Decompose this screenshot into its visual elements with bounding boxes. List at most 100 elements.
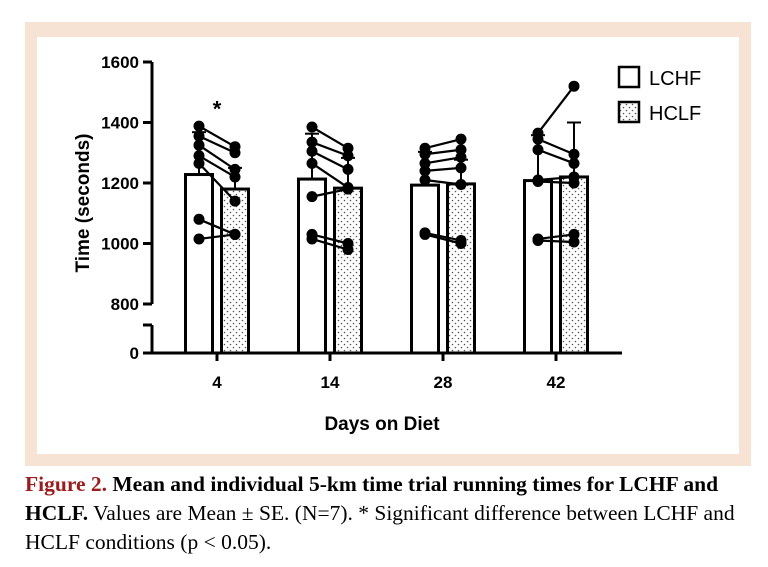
- individual-line: [198, 162, 236, 202]
- individual-line: [537, 239, 575, 244]
- individual-point-hclf: [342, 163, 354, 175]
- individual-line: [537, 138, 575, 156]
- individual-point-hclf: [568, 236, 580, 248]
- individual-point-lchf: [532, 234, 544, 246]
- plot-panel: 0 800 1000 1200 1400 1600 4 14 28 42 Days on Diet T…: [37, 37, 739, 454]
- x-axis-title: Days on Diet: [324, 414, 440, 435]
- individual-line: [424, 166, 462, 172]
- individual-point-lchf: [193, 233, 205, 245]
- individual-line: [311, 126, 349, 150]
- individual-point-hclf: [455, 133, 467, 145]
- individual-point-lchf: [306, 191, 318, 203]
- individual-point-lchf: [306, 121, 318, 133]
- individual-point-hclf: [229, 163, 241, 175]
- individual-line: [424, 138, 462, 150]
- individual-point-hclf: [455, 151, 467, 163]
- individual-point-lchf: [306, 233, 318, 245]
- legend-swatch-lchf: [617, 65, 641, 89]
- individual-point-lchf: [193, 150, 205, 162]
- legend-swatch-hclf: [617, 100, 641, 124]
- figure-label: Figure 2.: [25, 472, 108, 496]
- x-tick-label: 14: [321, 373, 340, 392]
- individual-point-hclf: [229, 228, 241, 240]
- individual-line: [424, 156, 462, 165]
- individual-line: [311, 150, 349, 171]
- individual-point-lchf: [419, 228, 431, 240]
- y-tick-label: 1400: [101, 114, 139, 133]
- legend-label-lchf: LCHF: [649, 68, 701, 90]
- figure-title: Mean and individual 5-km time trial runn…: [25, 472, 719, 525]
- bar-hclf-42: [559, 175, 589, 355]
- significance-asterisk: *: [213, 96, 222, 121]
- individual-point-lchf: [306, 157, 318, 169]
- individual-point-hclf: [568, 157, 580, 169]
- individual-line: [198, 125, 236, 148]
- x-tick-label: 28: [434, 373, 453, 392]
- bar-hclf-14: [333, 186, 363, 355]
- individual-point-hclf: [229, 171, 241, 183]
- bar-lchf-14: [297, 177, 327, 355]
- individual-point-lchf: [419, 157, 431, 169]
- y-axis-title: Time (seconds): [73, 133, 94, 272]
- individual-point-lchf: [193, 139, 205, 151]
- individual-line: [311, 187, 349, 198]
- individual-point-hclf: [342, 150, 354, 162]
- y-tick-label: 800: [111, 295, 139, 314]
- figure-caption: Figure 2. Mean and individual 5-km time …: [25, 470, 751, 557]
- individual-point-lchf: [306, 136, 318, 148]
- individual-point-hclf: [568, 148, 580, 160]
- individual-point-lchf: [419, 165, 431, 177]
- bar-lchf-4: [184, 173, 214, 355]
- individual-point-hclf: [568, 228, 580, 240]
- bar-hclf-4: [220, 187, 250, 355]
- x-tick-label: 42: [547, 373, 566, 392]
- individual-line: [537, 175, 575, 182]
- individual-line: [198, 233, 236, 241]
- individual-point-lchf: [193, 130, 205, 142]
- individual-line: [198, 154, 236, 178]
- individual-line: [424, 178, 462, 186]
- figure-caption-text: Values are Mean ± SE. (N=7). * Significa…: [25, 501, 735, 554]
- bar-hclf-28: [446, 182, 476, 355]
- individual-point-hclf: [455, 144, 467, 156]
- individual-point-hclf: [568, 80, 580, 92]
- individual-point-hclf: [455, 162, 467, 174]
- individual-point-lchf: [532, 133, 544, 145]
- individual-point-hclf: [342, 183, 354, 195]
- individual-point-lchf: [193, 213, 205, 225]
- figure-frame: 0 800 1000 1200 1400 1600 4 14 28 42 Days on Diet T…: [25, 22, 751, 466]
- individual-point-lchf: [419, 148, 431, 160]
- individual-point-lchf: [532, 144, 544, 156]
- y-tick-label: 1000: [101, 235, 139, 254]
- individual-line: [537, 148, 575, 165]
- individual-line: [424, 148, 462, 156]
- individual-point-hclf: [342, 244, 354, 256]
- x-tick-label: 4: [212, 373, 222, 392]
- individual-line: [537, 233, 575, 241]
- individual-line: [537, 85, 575, 134]
- individual-line: [537, 180, 575, 185]
- individual-point-lchf: [193, 157, 205, 169]
- individual-point-hclf: [568, 177, 580, 189]
- individual-point-lchf: [532, 175, 544, 187]
- y-tick-label: 1200: [101, 174, 139, 193]
- bar-lchf-42: [523, 179, 553, 355]
- individual-point-hclf: [455, 238, 467, 249]
- individual-line: [311, 162, 349, 189]
- individual-line: [198, 144, 236, 171]
- individual-line: [311, 233, 349, 245]
- running-time-chart: 0 800 1000 1200 1400 1600 4 14 28 42 Days on Diet T…: [73, 53, 701, 435]
- individual-line: [198, 218, 236, 236]
- individual-line: [424, 233, 462, 245]
- individual-point-hclf: [455, 179, 467, 191]
- individual-line: [198, 135, 236, 154]
- legend-label-hclf: HCLF: [649, 103, 701, 125]
- individual-line: [311, 141, 349, 157]
- individual-point-lchf: [306, 145, 318, 157]
- individual-line: [424, 231, 462, 242]
- individual-point-lchf: [419, 174, 431, 186]
- individual-point-lchf: [193, 120, 205, 132]
- y-tick-label: 0: [130, 344, 139, 363]
- individual-point-hclf: [229, 195, 241, 207]
- bar-lchf-28: [410, 183, 440, 355]
